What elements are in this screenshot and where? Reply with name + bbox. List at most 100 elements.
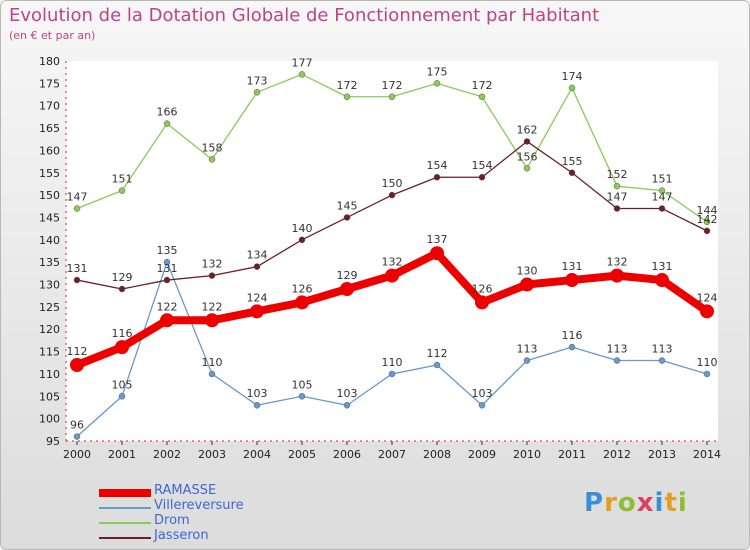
x-tick-label: 2010	[513, 448, 541, 461]
y-tick-label: 155	[39, 167, 60, 180]
data-point	[70, 358, 84, 372]
data-point	[118, 393, 126, 400]
data-point	[343, 214, 351, 221]
chart-title: Evolution de la Dotation Globale de Fonc…	[9, 5, 600, 26]
data-label: 113	[652, 343, 673, 356]
data-point	[205, 313, 219, 328]
data-label: 135	[157, 244, 178, 257]
data-label: 131	[562, 260, 583, 273]
data-label: 142	[697, 213, 718, 226]
y-tick-label: 110	[39, 368, 60, 381]
data-label: 130	[517, 265, 538, 278]
data-label: 132	[382, 256, 403, 269]
data-label: 145	[337, 199, 358, 212]
data-label: 140	[292, 222, 313, 235]
data-label: 113	[517, 343, 538, 356]
data-point	[73, 205, 81, 212]
x-tick-label: 2000	[63, 448, 91, 461]
data-label: 122	[157, 300, 178, 313]
data-point	[160, 313, 174, 328]
data-point	[433, 173, 441, 181]
data-point	[433, 80, 441, 87]
axes: 95 100 105 110 115 120 125 130 135 140 145 150 155 16…	[39, 55, 721, 461]
data-label: 134	[247, 249, 268, 262]
data-point	[253, 401, 261, 409]
data-label: 131	[157, 262, 178, 275]
data-label: 177	[292, 56, 313, 69]
x-tick-label: 2003	[198, 448, 226, 461]
series-villereversure	[73, 258, 711, 440]
data-point	[568, 169, 576, 177]
legend-label: RAMASSE	[154, 483, 217, 498]
x-tick-label: 2013	[648, 448, 676, 461]
data-label-layer: 96 105 135 110 103 105 103 110 112 103 113 116 113 11…	[67, 56, 718, 431]
data-label: 122	[202, 300, 223, 313]
data-label: 132	[607, 256, 628, 269]
data-point	[520, 277, 534, 292]
data-point	[523, 165, 531, 172]
series-drom	[73, 71, 711, 226]
logo-letter: P	[584, 488, 605, 518]
data-point	[298, 236, 306, 244]
data-point	[73, 433, 81, 440]
data-label: 112	[67, 345, 88, 358]
series-ramasse	[70, 246, 714, 372]
logo-letter: t	[664, 488, 678, 518]
logo-letter: i	[677, 488, 688, 518]
data-label: 110	[382, 356, 403, 369]
data-point	[163, 276, 171, 284]
data-label: 137	[427, 233, 448, 246]
data-point	[475, 295, 489, 310]
data-point	[523, 138, 531, 145]
data-point	[253, 263, 261, 270]
data-label: 154	[427, 159, 448, 172]
data-point	[73, 276, 81, 284]
data-point	[610, 268, 624, 283]
data-point	[388, 370, 396, 378]
chart-subtitle: (en € et par an)	[9, 29, 96, 42]
data-label: 172	[472, 79, 493, 92]
data-point	[118, 285, 126, 293]
y-tick-label: 100	[39, 413, 60, 426]
data-point	[430, 246, 444, 261]
data-label: 162	[517, 123, 538, 136]
x-tick-label: 2001	[108, 448, 136, 461]
x-tick-label: 2012	[603, 448, 631, 461]
data-label: 103	[337, 387, 358, 400]
x-tick-label: 2009	[468, 448, 496, 461]
y-tick-label: 165	[39, 122, 60, 135]
x-tick-label: 2007	[378, 448, 406, 461]
x-tick-label: 2006	[333, 448, 361, 461]
data-label: 124	[697, 291, 718, 304]
data-label: 116	[562, 329, 583, 342]
data-label: 147	[67, 191, 88, 204]
legend-swatch	[99, 489, 151, 497]
data-point	[118, 187, 126, 194]
data-label: 103	[247, 387, 268, 400]
data-point	[478, 93, 486, 101]
data-label: 158	[202, 141, 223, 154]
x-tick-label: 2004	[243, 448, 271, 461]
data-label: 154	[472, 159, 493, 172]
data-label: 131	[67, 262, 88, 275]
data-label: 151	[112, 173, 133, 186]
data-label: 166	[157, 106, 178, 119]
data-label: 156	[517, 150, 538, 163]
x-tick-label: 2014	[693, 448, 721, 461]
y-tick-label: 160	[39, 144, 60, 157]
data-point	[613, 205, 621, 212]
data-point	[703, 370, 711, 378]
data-point	[613, 357, 621, 364]
data-point	[295, 295, 309, 310]
data-label: 173	[247, 74, 268, 87]
data-point	[478, 401, 486, 409]
x-tick-label: 2011	[558, 448, 586, 461]
data-point	[565, 273, 579, 288]
data-point	[703, 218, 711, 226]
data-label: 112	[427, 347, 448, 360]
data-point	[163, 120, 171, 127]
data-label: 126	[472, 282, 493, 295]
series-jasseron	[73, 138, 711, 293]
y-tick-label: 175	[39, 77, 60, 90]
